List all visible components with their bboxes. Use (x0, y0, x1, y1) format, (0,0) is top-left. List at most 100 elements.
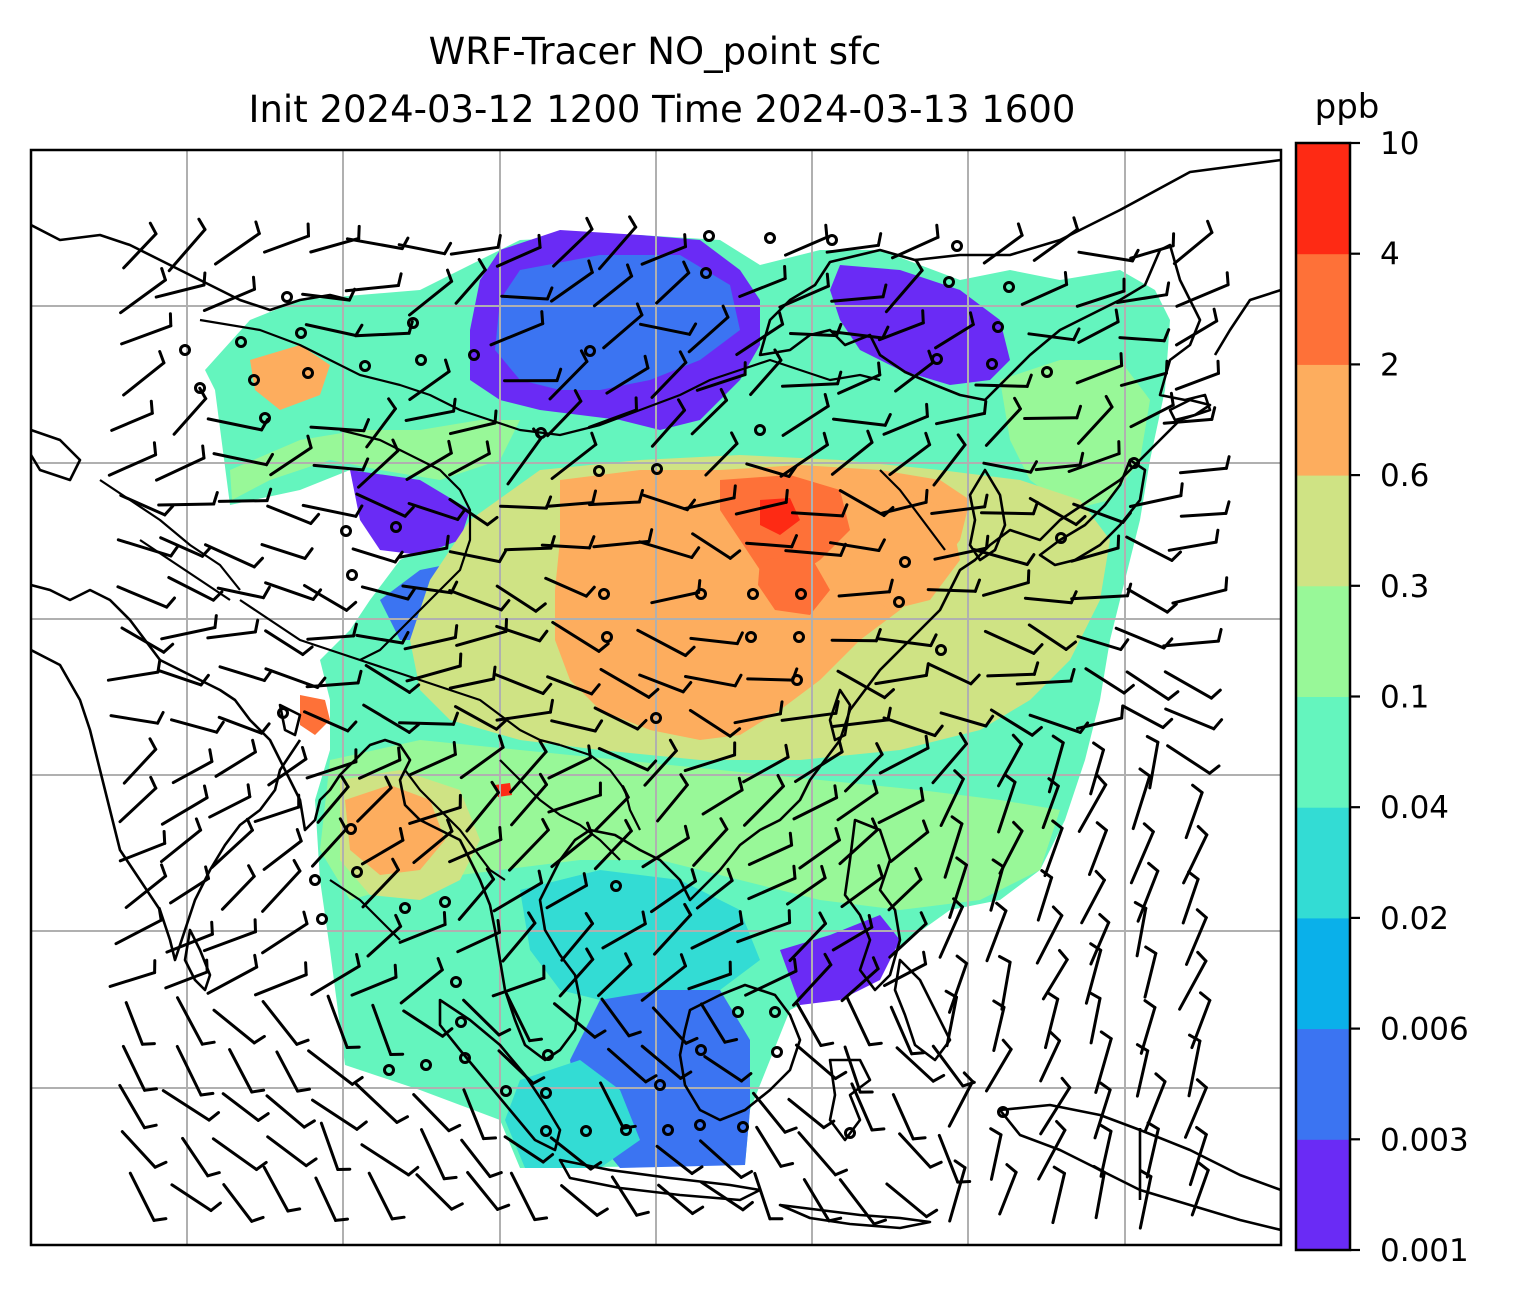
wind-barb-staff (344, 284, 400, 293)
calm-wind-marker (754, 424, 766, 436)
wind-barb-feather (303, 547, 314, 560)
wind-barb-staff (462, 1088, 485, 1141)
wind-barb-staff (508, 828, 550, 872)
wind-barb-feather (679, 953, 687, 968)
wind-barb-feather (215, 720, 225, 734)
wind-barb-staff (371, 1003, 393, 1056)
wind-barb-feather (778, 700, 784, 716)
wind-barb-staff (360, 585, 410, 601)
wind-barb-staff (898, 1132, 932, 1169)
concentration-contour (320, 740, 1060, 910)
wind-barb-staff (401, 584, 453, 595)
wind-barb-staff (120, 1130, 157, 1169)
wind-barb-staff (408, 805, 462, 825)
wind-barb-staff (404, 409, 456, 422)
wind-barb-feather (833, 1168, 848, 1177)
colorbar-bin (1296, 143, 1350, 255)
wind-barb-feather (1116, 534, 1121, 550)
wind-barb-feather (201, 444, 206, 460)
calm-wind-marker (194, 382, 206, 394)
wind-barb-feather (499, 599, 511, 612)
plot-title-line2: Init 2024-03-12 1200 Time 2024-03-13 160… (249, 88, 1076, 131)
wind-barb-staff (545, 883, 588, 910)
country-borders (99, 318, 946, 941)
wind-barb-staff (1129, 244, 1175, 260)
wind-barb-feather (1187, 870, 1200, 881)
calm-wind-marker (935, 644, 947, 656)
calm-wind-marker (359, 360, 371, 372)
wind-barb-staff (1135, 1049, 1150, 1098)
wind-barb-feather (447, 439, 453, 455)
wind-barb-staff (121, 1044, 147, 1092)
wind-barb-feather (925, 1208, 939, 1219)
calm-wind-marker (1041, 366, 1053, 378)
wind-barb-feather (490, 780, 500, 794)
wind-barb-feather (818, 911, 827, 926)
wind-barb-staff (1027, 332, 1076, 342)
concentration-contour (840, 490, 960, 610)
wind-barb-staff (261, 922, 309, 955)
wind-barb-staff (687, 315, 730, 354)
wind-barb-staff (798, 838, 841, 870)
wind-barb-feather (1094, 869, 1106, 882)
wind-barb-staff (888, 443, 932, 477)
wind-barb-feather (442, 911, 447, 926)
colorbar-bin (1296, 364, 1350, 476)
wind-barb-feather (357, 224, 361, 240)
wind-barb-feather (1164, 359, 1169, 375)
calm-wind-marker (737, 1121, 749, 1133)
calm-wind-marker (351, 866, 363, 878)
wind-barb-staff (795, 1043, 837, 1080)
wind-barb-feather (969, 673, 981, 686)
wind-barb-staff (642, 493, 689, 512)
calm-wind-marker (407, 317, 419, 329)
wind-barb-staff (1077, 405, 1114, 445)
wind-barb-feather (152, 441, 158, 457)
wind-barb-staff (310, 964, 361, 997)
wind-barb-staff (354, 1082, 399, 1124)
wind-barb-staff (980, 511, 1035, 516)
calm-wind-marker (399, 902, 411, 914)
wind-barb-staff (206, 965, 259, 995)
wind-barb-staff (699, 1139, 743, 1179)
wind-barb-staff (690, 922, 744, 950)
wind-barb-staff (181, 1136, 210, 1178)
wind-barb-feather (334, 1217, 349, 1222)
wind-barb-feather (927, 349, 935, 365)
wind-barb-staff (840, 875, 884, 909)
wind-barb-feather (1161, 717, 1174, 729)
wind-barb-staff (1070, 594, 1129, 601)
wind-barb-feather (621, 1124, 637, 1130)
wind-barb-feather (162, 830, 167, 845)
wind-barb-staff (160, 796, 209, 826)
wind-barb-feather (985, 534, 990, 550)
wind-barb-feather (953, 769, 965, 781)
wind-barb-feather (1212, 307, 1219, 323)
wind-barb-feather (643, 354, 650, 370)
wind-barb-feather (1188, 1033, 1202, 1043)
wind-barb-feather (739, 1170, 754, 1179)
calm-wind-marker (732, 1006, 744, 1018)
wind-barb-staff (108, 971, 157, 988)
wind-barb-feather (538, 772, 548, 787)
wind-barb-feather (872, 779, 879, 795)
wind-barb-staff (1094, 1037, 1113, 1094)
wind-barb-feather (345, 600, 358, 612)
wind-barb-feather (209, 1201, 222, 1212)
wind-barb-feather (534, 602, 547, 613)
wind-barb-staff (1167, 540, 1218, 552)
wind-barb-staff (588, 500, 641, 507)
wind-barb-staff (408, 279, 454, 317)
wind-barb-staff (165, 932, 214, 954)
wind-barb-staff (448, 589, 503, 612)
wind-barb-staff (1089, 748, 1105, 796)
wind-barb-staff (459, 745, 505, 780)
wind-barb-feather (589, 1161, 603, 1171)
wind-barb-feather (834, 700, 840, 715)
wind-barb-feather (719, 817, 729, 831)
wind-barb-feather (591, 489, 597, 505)
wind-barb-feather (1025, 373, 1033, 388)
calm-wind-marker (420, 1059, 432, 1071)
calm-wind-marker (415, 354, 427, 366)
wind-barb-staff (684, 675, 737, 688)
